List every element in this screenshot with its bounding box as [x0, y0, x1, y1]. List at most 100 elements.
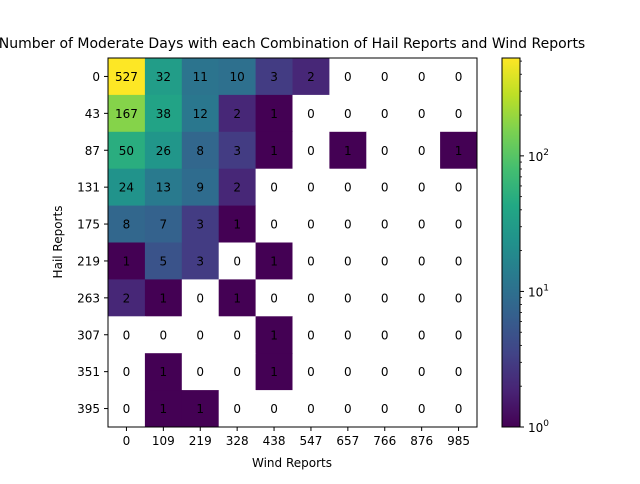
heatmap-cell	[181, 58, 220, 96]
y-tick-label: 43	[85, 107, 100, 121]
cell-value-label: 11	[193, 70, 208, 84]
heatmap-cell	[255, 242, 293, 280]
cell-value-label: 7	[160, 218, 168, 232]
heatmap-cells	[108, 58, 478, 428]
cell-value-label: 3	[233, 144, 241, 158]
heatmap-cell	[292, 390, 330, 428]
cell-value-label: 0	[381, 402, 389, 416]
axes-frame	[107, 57, 478, 428]
heatmap-cell	[144, 316, 183, 354]
x-tick-label: 0	[123, 434, 131, 448]
chart-title: Number of Moderate Days with each Combin…	[0, 36, 585, 52]
cell-value-label: 0	[418, 365, 426, 379]
cell-value-label: 0	[455, 291, 463, 305]
cell-value-label: 1	[270, 144, 278, 158]
heatmap-cell	[144, 279, 183, 317]
cell-value-label: 3	[196, 218, 204, 232]
cell-value-label: 0	[418, 144, 426, 158]
cell-value-label: 0	[455, 181, 463, 195]
cell-value-label: 1	[344, 144, 352, 158]
cell-value-label: 1	[270, 365, 278, 379]
y-tick-label: 0	[92, 70, 100, 84]
cell-value-label: 0	[160, 328, 168, 342]
x-tick-label: 876	[410, 434, 433, 448]
heatmap-cell	[144, 58, 183, 96]
cell-value-label: 0	[381, 291, 389, 305]
cell-value-label: 0	[455, 107, 463, 121]
heatmap-cell	[366, 353, 404, 391]
cell-value-label: 0	[344, 402, 352, 416]
cell-value-label: 0	[418, 254, 426, 268]
heatmap-cell	[292, 316, 330, 354]
heatmap-cell	[292, 279, 330, 317]
heatmap-cell	[329, 131, 367, 170]
cell-value-label: 1	[233, 291, 241, 305]
heatmap-cell	[440, 316, 478, 354]
heatmap-cell	[144, 168, 183, 207]
heatmap-cell	[403, 242, 441, 280]
cell-value-label: 24	[119, 181, 134, 195]
x-tick-label: 109	[152, 434, 175, 448]
heatmap-cell	[144, 353, 183, 391]
heatmap-cell	[329, 279, 367, 317]
cell-value-label: 0	[418, 70, 426, 84]
cell-value-label: 0	[381, 218, 389, 232]
cell-value-label: 0	[233, 365, 241, 379]
cell-value-label: 0	[307, 365, 315, 379]
heatmap-cell	[108, 131, 146, 170]
heatmap-cell	[255, 58, 293, 96]
heatmap-cell	[403, 353, 441, 391]
heatmap-cell	[218, 58, 257, 96]
heatmap-cell	[181, 94, 220, 133]
heatmap-cell	[440, 94, 478, 133]
heatmap-cell	[255, 131, 293, 170]
heatmap-cell	[329, 168, 367, 207]
cell-value-label: 0	[418, 218, 426, 232]
heatmap-cell	[181, 242, 220, 280]
cell-value-label: 2	[233, 181, 241, 195]
heatmap-cell	[329, 94, 367, 133]
heatmap-cell	[329, 58, 367, 96]
cell-value-label: 32	[156, 70, 171, 84]
heatmap-cell	[255, 316, 293, 354]
heatmap-cell	[108, 168, 146, 207]
cell-value-label: 2	[307, 70, 315, 84]
heatmap-cell	[181, 279, 220, 317]
cell-value-label: 0	[307, 218, 315, 232]
heatmap-cell	[366, 205, 404, 243]
cell-value-label: 0	[344, 291, 352, 305]
cell-value-label: 0	[418, 107, 426, 121]
heatmap-cell	[144, 242, 183, 280]
heatmap-cell	[440, 390, 478, 428]
heatmap-cell	[181, 168, 220, 207]
heatmap-cell	[218, 168, 257, 207]
heatmap-cell	[108, 279, 146, 317]
cell-value-label: 8	[123, 218, 131, 232]
heatmap-cell	[403, 58, 441, 96]
cell-value-label: 0	[233, 402, 241, 416]
cell-value-label: 0	[455, 328, 463, 342]
heatmap-cell	[440, 58, 478, 96]
heatmap-cell	[366, 390, 404, 428]
cell-value-label: 0	[344, 254, 352, 268]
heatmap-cell	[218, 205, 257, 243]
heatmap-cell	[108, 353, 146, 391]
y-tick-label: 351	[77, 365, 100, 379]
cell-value-label: 0	[344, 181, 352, 195]
cell-value-label: 0	[418, 402, 426, 416]
cell-value-label: 8	[196, 144, 204, 158]
y-tick-label: 175	[77, 218, 100, 232]
y-tick-label: 395	[77, 402, 100, 416]
heatmap-cell	[292, 131, 330, 170]
cell-value-label: 1	[160, 291, 168, 305]
heatmap-cell	[440, 131, 478, 170]
heatmap-cell	[403, 316, 441, 354]
cell-value-label: 0	[455, 218, 463, 232]
heatmap-cell	[144, 131, 183, 170]
cell-value-label: 0	[196, 365, 204, 379]
heatmap-cell	[403, 94, 441, 133]
y-tick-label: 219	[77, 254, 100, 268]
cell-value-label: 0	[381, 144, 389, 158]
heatmap-cell	[403, 205, 441, 243]
cell-value-label: 0	[455, 70, 463, 84]
